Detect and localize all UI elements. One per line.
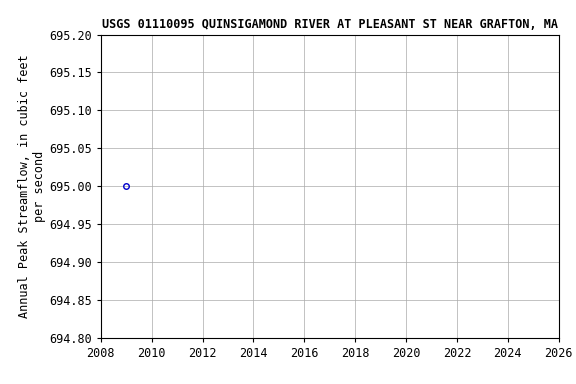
Y-axis label: Annual Peak Streamflow, in cubic feet
per second: Annual Peak Streamflow, in cubic feet pe… (18, 55, 46, 318)
Title: USGS 01110095 QUINSIGAMOND RIVER AT PLEASANT ST NEAR GRAFTON, MA: USGS 01110095 QUINSIGAMOND RIVER AT PLEA… (102, 18, 558, 31)
